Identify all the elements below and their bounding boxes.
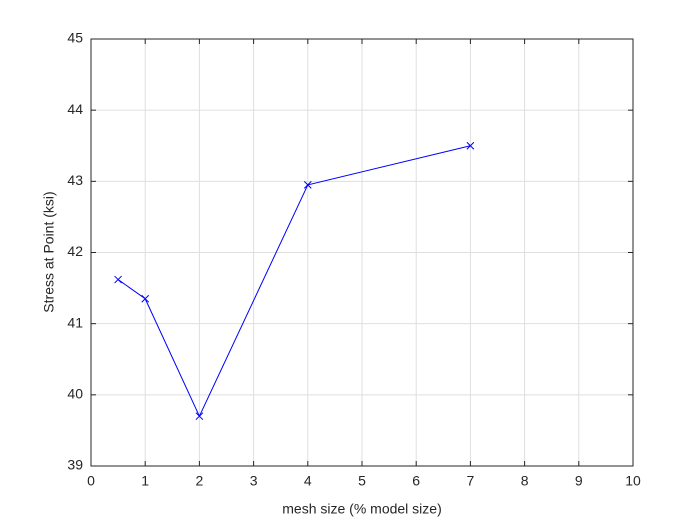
data-marker <box>466 141 475 150</box>
y-tick-label: 44 <box>67 101 83 117</box>
y-tick-label: 40 <box>67 386 83 402</box>
x-tick-label: 6 <box>412 473 420 489</box>
data-marker <box>141 294 150 303</box>
x-tick-label: 2 <box>196 473 204 489</box>
y-tick-label: 39 <box>67 457 83 473</box>
x-tick-label: 5 <box>358 473 366 489</box>
data-marker <box>114 275 122 284</box>
data-marker <box>195 412 204 421</box>
y-tick-label: 41 <box>67 314 83 330</box>
x-tick-label: 9 <box>575 473 583 489</box>
x-axis-label: mesh size (% model size) <box>282 501 442 517</box>
y-tick-label: 42 <box>67 243 83 259</box>
x-tick-label: 1 <box>141 473 149 489</box>
x-tick-label: 8 <box>521 473 529 489</box>
x-tick-label: 0 <box>87 473 95 489</box>
x-tick-label: 3 <box>250 473 258 489</box>
x-tick-label: 4 <box>304 473 312 489</box>
data-marker <box>303 181 312 189</box>
x-tick-label: 7 <box>467 473 475 489</box>
x-tick-label: 10 <box>625 473 641 489</box>
y-axis-label: Stress at Point (ksi) <box>41 191 57 312</box>
y-tick-label: 45 <box>67 30 83 46</box>
y-tick-label: 43 <box>67 172 83 188</box>
